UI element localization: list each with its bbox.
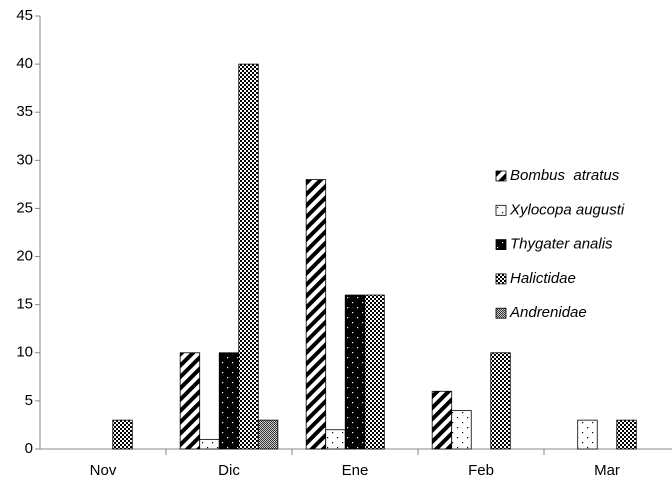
bar [344, 294, 366, 450]
legend-swatch [495, 273, 507, 285]
legend-label: Xylocopa augusti [509, 201, 625, 218]
bar [179, 352, 201, 450]
y-tick-label: 15 [16, 296, 33, 313]
legend-swatch [495, 204, 507, 216]
y-tick-label: 20 [16, 248, 33, 265]
bar [490, 352, 511, 450]
x-tick-label: Dic [218, 462, 240, 479]
bar [577, 419, 598, 450]
x-tick-label: Feb [468, 462, 494, 479]
y-tick-label: 30 [16, 151, 33, 168]
bar [199, 438, 220, 450]
bar [218, 352, 240, 450]
legend-swatch [495, 307, 507, 319]
y-tick-label: 35 [16, 103, 33, 120]
bar [305, 179, 327, 450]
x-tick-label: Mar [594, 462, 620, 479]
bar [325, 429, 346, 450]
y-tick-label: 10 [16, 344, 33, 361]
legend-label: Thygater analis [510, 236, 613, 253]
bar [616, 419, 637, 450]
y-tick-label: 40 [16, 55, 33, 72]
legend-label: Andrenidae [509, 304, 587, 321]
legend-swatch [495, 170, 507, 182]
legend-swatch [495, 239, 507, 251]
y-tick-label: 0 [25, 440, 33, 457]
y-tick-label: 5 [25, 392, 33, 409]
bar [238, 63, 259, 450]
bar [257, 419, 279, 450]
legend-label: Bombus atratus [510, 167, 620, 184]
bar [112, 419, 133, 450]
x-tick-label: Ene [342, 462, 369, 479]
y-tick-label: 25 [16, 199, 33, 216]
legend-label: Halictidae [510, 270, 576, 287]
x-tick-label: Nov [90, 462, 117, 479]
bar [364, 294, 385, 450]
bar [451, 410, 472, 450]
bar [431, 390, 453, 450]
y-tick-label: 45 [16, 7, 33, 24]
